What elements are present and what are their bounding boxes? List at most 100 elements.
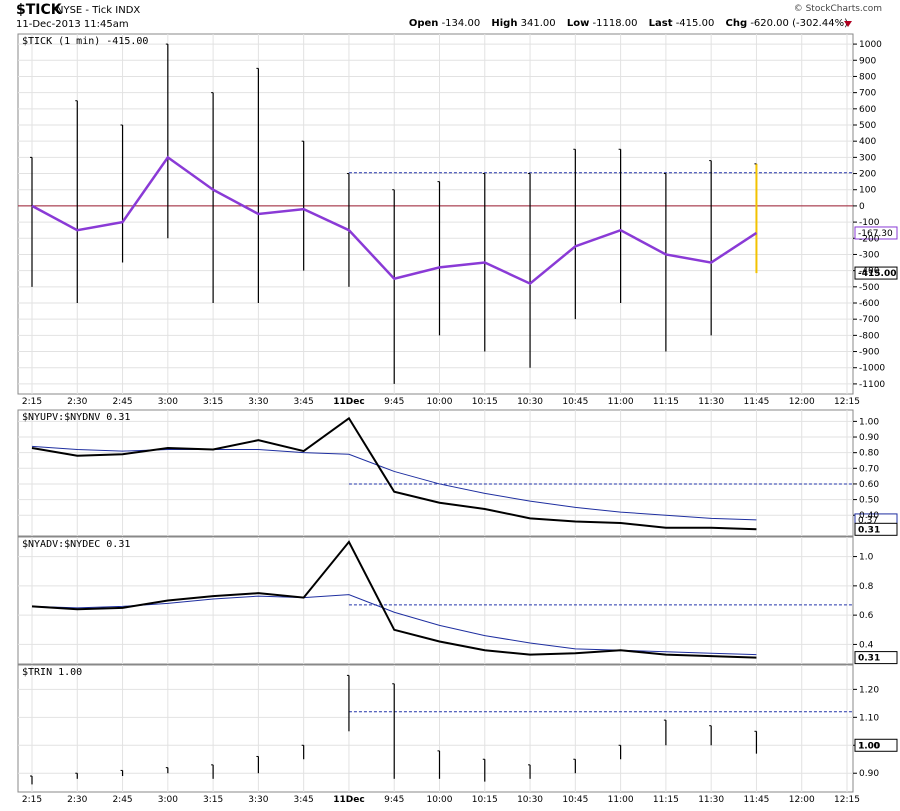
x-axis-bottom-tick-label: 11:00 [608,795,634,805]
nyadv-main-line [31,540,757,659]
tick-ma-line [31,155,758,286]
trin-last-value-tag [854,738,898,752]
x-axis-top-tick-label: 10:00 [427,397,453,407]
trin-last-value-tag-label: 1.00 [858,741,880,751]
tick-ytick-label: -100 [859,218,880,228]
nyupv-ytick-label: 1.00 [859,417,879,427]
tick-panel-title: $TICK (1 min) -415.00 [22,36,148,47]
x-axis-top-tick-label: 3:45 [294,397,314,407]
trin-ytick-label: 1.20 [859,685,879,695]
brand-credit: © StockCharts.com [793,4,882,14]
tick-frame [17,33,854,395]
x-axis-bottom-tick-label: 10:00 [427,795,453,805]
nyupv-panel-title: $NYUPV:$NYDNV 0.31 [22,412,130,423]
x-axis-top-tick-label: 11:15 [653,397,679,407]
nyupv-last-value-tag [854,522,898,536]
tick-ma-value-tag-label: -167.30 [858,229,893,239]
x-axis-top-tick-label: 11:45 [743,397,769,407]
x-axis-bottom-tick-label: 11:30 [698,795,724,805]
x-axis-top-tick-label: 3:00 [158,397,178,407]
exchange-name: NYSE - Tick INDX [56,5,141,16]
tick-ytick-label: 400 [859,137,876,147]
chg-label: Chg [725,18,748,29]
down-triangle-icon [844,21,852,27]
tick-ytick-label: -900 [859,348,880,358]
x-axis-bottom-tick-label: 2:30 [67,795,87,805]
x-axis-top-tick-label: 10:30 [517,397,543,407]
low-value: -1118.00 [592,18,638,29]
trin-ytick-label: 1.10 [859,713,879,723]
trin-panel-title: $TRIN 1.00 [22,667,82,678]
nyupv-main-line [31,416,757,531]
x-axis-bottom-tick-label: 10:15 [472,795,498,805]
open-label: Open [408,18,439,29]
tick-last-value-tag-label: -415.00 [858,269,896,279]
tick-ytick-label: 800 [859,72,876,82]
tick-ytick-label: -200 [859,234,880,244]
tick-ytick-label: 300 [859,153,876,163]
tick-ytick-label: -800 [859,331,880,341]
nyupv-ma-value-tag-label: 0.37 [858,516,878,526]
tick-ytick-label: -1100 [859,380,885,390]
nyupv-frame [17,409,854,537]
high-value: 341.00 [520,18,556,29]
x-axis-bottom-tick-label: 12:00 [789,795,815,805]
x-axis-bottom-tick-label: 11:15 [653,795,679,805]
nyadv-last-value-tag-label: 0.31 [858,654,880,664]
x-axis-top-tick-label: 2:45 [112,397,132,407]
chart-datetime: 11-Dec-2013 11:45am [16,19,129,30]
low-label: Low [566,18,590,29]
nyupv-ytick-label: 0.60 [859,480,879,490]
symbol-title: $TICK [16,2,62,18]
x-axis-bottom-tick-label: 2:45 [112,795,132,805]
high-label: High [491,18,518,29]
nyadv-frame [17,536,854,665]
tick-ytick-label: -400 [859,267,880,277]
x-axis-bottom-tick-label: 11Dec [333,795,364,805]
x-axis-bottom-tick-label: 3:45 [294,795,314,805]
last-value: -415.00 [675,18,715,29]
tick-ytick-label: 900 [859,56,876,66]
tick-ma-value-tag [854,226,898,240]
tick-ytick-label: 200 [859,170,876,180]
x-axis-top-tick-label: 10:45 [562,397,588,407]
tick-ytick-label: 1000 [859,40,882,50]
chart-header: $TICK NYSE - Tick INDX 11-Dec-2013 11:45… [0,0,900,34]
x-axis-top-tick-label: 11:30 [698,397,724,407]
x-axis-bottom-tick-label: 10:30 [517,795,543,805]
nyadv-panel-title: $NYADV:$NYDEC 0.31 [22,539,130,550]
tick-ytick-label: 500 [859,121,876,131]
x-axis-bottom-tick-label: 3:00 [158,795,178,805]
tick-ytick-label: -700 [859,315,880,325]
x-axis-top-tick-label: 3:30 [248,397,268,407]
tick-last-value-tag [854,266,898,280]
nyadv-last-value-tag [854,651,898,665]
x-axis-bottom-tick-label: 11:45 [743,795,769,805]
x-axis-top-tick-label: 11:00 [608,397,634,407]
last-label: Last [648,18,673,29]
tick-ytick-label: -600 [859,299,880,309]
x-axis-bottom-tick-label: 2:15 [22,795,42,805]
tick-ytick-label: -500 [859,283,880,293]
nyupv-last-value-tag-label: 0.31 [858,525,880,535]
trin-panel [17,664,898,793]
nyupv-panel [17,409,898,537]
tick-ytick-label: -1000 [859,364,885,374]
nyupv-ytick-label: 0.40 [859,511,879,521]
x-axis-top-tick-label: 3:15 [203,397,223,407]
x-axis-top-tick-label: 2:30 [67,397,87,407]
nyupv-ytick-label: 0.80 [859,449,879,459]
x-axis-bottom-tick-label: 10:45 [562,795,588,805]
x-axis-bottom-tick-label: 3:15 [203,795,223,805]
tick-ytick-label: 700 [859,89,876,99]
nyadv-panel [17,536,898,665]
x-axis-top-tick-label: 12:15 [834,397,860,407]
trin-ytick-label: 1.00 [859,741,879,751]
tick-ytick-label: 100 [859,186,876,196]
nyupv-ytick-label: 0.70 [859,464,879,474]
x-axis-bottom-tick-label: 12:15 [834,795,860,805]
tick-ytick-label: 600 [859,105,876,115]
tick-ytick-label: 0 [859,202,865,212]
x-axis-top-tick-label: 11Dec [333,397,364,407]
open-value: -134.00 [441,18,481,29]
